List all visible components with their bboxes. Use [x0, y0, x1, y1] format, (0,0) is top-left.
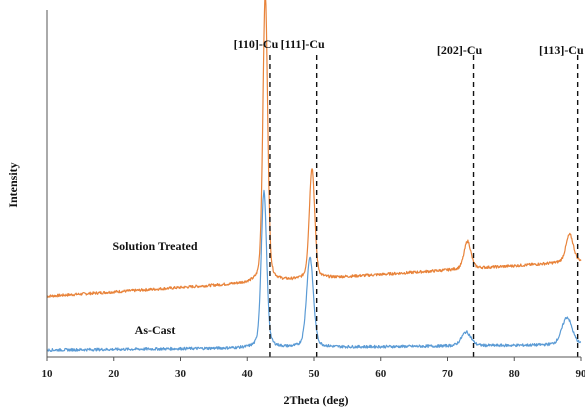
y-axis-title: Intensity [6, 162, 20, 207]
series-label: As-Cast [135, 323, 176, 337]
series-labels: Solution Treated As-Cast [112, 239, 197, 337]
reference-line-label: [202]-Cu [437, 43, 483, 57]
reference-line-label: [110]-Cu [234, 37, 279, 51]
plot-area [46, 0, 582, 352]
series-line-as-cast [46, 189, 582, 352]
axes: Intensity 2Theta (deg) [6, 10, 581, 407]
x-tick-label: 30 [175, 368, 187, 380]
x-tick-label: 80 [509, 368, 521, 380]
x-tick-label: 40 [242, 368, 254, 380]
x-ticks: 10 20 30 40 50 60 70 80 90 [42, 357, 585, 380]
x-tick-label: 70 [442, 368, 454, 380]
series-line-solution-treated [46, 0, 582, 298]
series-label: Solution Treated [112, 239, 197, 253]
reference-lines: [110]-Cu [111]-Cu [202]-Cu [113]-Cu [234, 37, 584, 357]
reference-line-label: [111]-Cu [281, 37, 325, 51]
x-axis-title: 2Theta (deg) [284, 393, 349, 407]
x-tick-label: 10 [42, 368, 54, 380]
reference-line-label: [113]-Cu [539, 43, 584, 57]
x-tick-label: 60 [375, 368, 387, 380]
x-tick-label: 20 [108, 368, 120, 380]
x-tick-label: 50 [309, 368, 321, 380]
x-tick-label: 90 [576, 368, 585, 380]
